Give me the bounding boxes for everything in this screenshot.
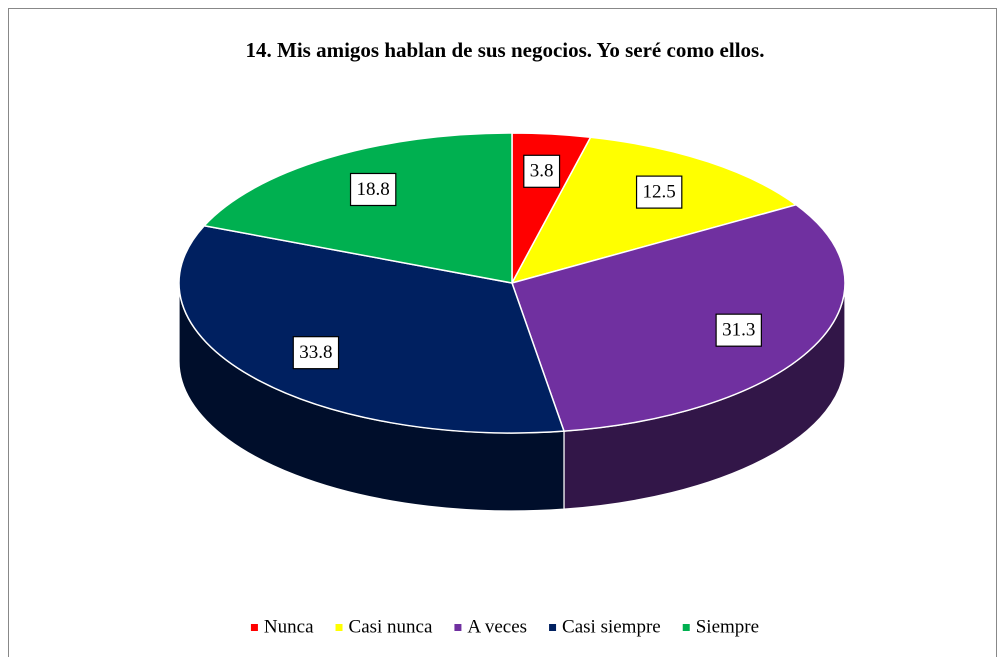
- slice: [202, 132, 513, 284]
- legend-label: Casi siempre: [562, 616, 661, 637]
- chart-title: 14. Mis amigos hablan de sus negocios. Y…: [246, 38, 765, 62]
- data-label: 3.8: [530, 161, 554, 182]
- data-label-box: [635, 175, 683, 209]
- legend-label: Casi nunca: [349, 616, 433, 637]
- data-label: 31.3: [722, 320, 755, 341]
- legend-marker: [335, 624, 343, 631]
- slice: [178, 224, 566, 434]
- legend-label: Nunca: [264, 616, 314, 637]
- data-label-box: [292, 336, 340, 370]
- legend-label: A veces: [467, 616, 527, 637]
- legend-label: Siempre: [696, 616, 759, 637]
- slice: [511, 203, 846, 432]
- data-label: 18.8: [357, 179, 390, 200]
- data-label-box: [349, 172, 397, 207]
- data-label-box: [523, 154, 561, 188]
- legend-marker: [250, 624, 258, 631]
- slice: [510, 136, 798, 285]
- legend-marker: [682, 624, 690, 631]
- legend-marker: [549, 624, 557, 631]
- data-label: 33.8: [299, 342, 332, 363]
- data-label: 12.5: [643, 181, 676, 202]
- legend-marker: [454, 624, 462, 631]
- data-label-box: [715, 313, 762, 347]
